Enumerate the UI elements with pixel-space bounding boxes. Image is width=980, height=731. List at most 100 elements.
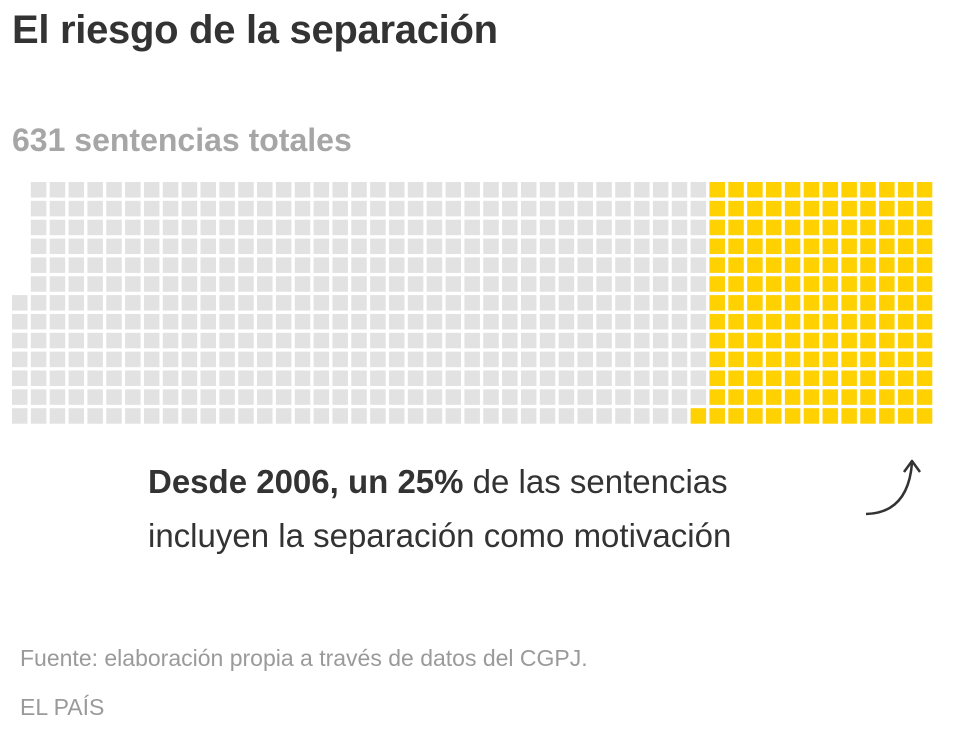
waffle-cell-otras: [332, 276, 348, 292]
waffle-cell-otras: [275, 257, 292, 273]
waffle-cell-separacion: [822, 351, 839, 368]
waffle-cell-otras: [125, 313, 141, 330]
waffle-cell-otras: [143, 295, 160, 311]
waffle-cell-separacion: [879, 295, 895, 311]
waffle-cell-otras: [407, 408, 424, 424]
waffle-cell-otras: [200, 408, 216, 424]
waffle-cell-otras: [634, 276, 650, 292]
waffle-cell-otras: [445, 389, 462, 405]
waffle-cell-otras: [483, 332, 499, 349]
waffle-cell-otras: [275, 182, 292, 198]
waffle-cell-otras: [671, 370, 688, 386]
waffle-cell-otras: [690, 257, 707, 273]
waffle-cell-otras: [370, 219, 386, 236]
waffle-cell-separacion: [897, 200, 914, 217]
waffle-cell-otras: [596, 219, 612, 236]
chart-annotation: Desde 2006, un 25% de las sentencias inc…: [148, 455, 868, 563]
waffle-cell-otras: [162, 257, 179, 273]
waffle-cell-separacion: [860, 200, 876, 217]
waffle-cell-otras: [502, 219, 518, 236]
waffle-cell-otras: [445, 238, 462, 255]
waffle-cell-otras: [181, 332, 198, 349]
waffle-cell-otras: [125, 219, 141, 236]
waffle-cell-otras: [539, 408, 556, 424]
waffle-cell-otras: [313, 238, 330, 255]
waffle-cell-otras: [483, 408, 499, 424]
waffle-cell-separacion: [784, 389, 801, 405]
waffle-cell-otras: [464, 276, 480, 292]
waffle-cell-otras: [238, 238, 254, 255]
waffle-cell-otras: [143, 313, 160, 330]
waffle-cell-separacion: [879, 257, 895, 273]
waffle-cell-separacion: [784, 200, 801, 217]
waffle-cell-otras: [30, 219, 47, 236]
waffle-cell-otras: [313, 276, 330, 292]
waffle-cell-otras: [68, 313, 85, 330]
waffle-cell-otras: [294, 257, 311, 273]
waffle-cell-otras: [143, 182, 160, 198]
waffle-cell-otras: [690, 276, 707, 292]
waffle-cell-otras: [558, 408, 575, 424]
waffle-cell-separacion: [709, 332, 725, 349]
waffle-cell-otras: [238, 182, 254, 198]
waffle-cell-separacion: [822, 276, 839, 292]
waffle-cell-otras: [389, 257, 405, 273]
waffle-cell-otras: [87, 332, 103, 349]
waffle-cell-otras: [539, 200, 556, 217]
waffle-cell-otras: [520, 351, 537, 368]
waffle-cell-otras: [351, 370, 367, 386]
waffle-cell-otras: [162, 370, 179, 386]
waffle-cell-otras: [313, 219, 330, 236]
waffle-cell-otras: [332, 389, 348, 405]
waffle-cell-otras: [12, 408, 28, 424]
waffle-cell-otras: [181, 257, 198, 273]
waffle-cell-otras: [143, 351, 160, 368]
waffle-cell-separacion: [784, 370, 801, 386]
waffle-cell-separacion: [728, 370, 744, 386]
waffle-cell-separacion: [897, 408, 914, 424]
waffle-cell-separacion: [860, 332, 876, 349]
waffle-cell-otras: [558, 238, 575, 255]
waffle-cell-otras: [49, 295, 66, 311]
waffle-cell-otras: [596, 389, 612, 405]
waffle-cell-separacion: [916, 313, 933, 330]
waffle-cell-otras: [445, 313, 462, 330]
waffle-cell-otras: [351, 313, 367, 330]
waffle-cell-otras: [219, 370, 235, 386]
waffle-cell-otras: [294, 200, 311, 217]
waffle-cell-separacion: [747, 370, 763, 386]
waffle-cell-otras: [577, 200, 593, 217]
waffle-cell-otras: [634, 351, 650, 368]
waffle-cell-otras: [257, 389, 273, 405]
waffle-cell-separacion: [766, 200, 782, 217]
waffle-cell-separacion: [897, 238, 914, 255]
waffle-cell-otras: [294, 238, 311, 255]
waffle-cell-otras: [558, 219, 575, 236]
waffle-cell-otras: [426, 200, 443, 217]
waffle-cell-otras: [143, 219, 160, 236]
waffle-cell-otras: [520, 370, 537, 386]
waffle-cell-separacion: [897, 295, 914, 311]
waffle-cell-otras: [68, 370, 85, 386]
waffle-cell-otras: [464, 389, 480, 405]
waffle-cell-otras: [219, 182, 235, 198]
waffle-cell-otras: [106, 389, 122, 405]
waffle-cell-otras: [483, 200, 499, 217]
waffle-cell-otras: [125, 408, 141, 424]
waffle-cell-separacion: [803, 295, 820, 311]
waffle-cell-otras: [30, 351, 47, 368]
waffle-cell-otras: [49, 200, 66, 217]
waffle-cell-otras: [407, 295, 424, 311]
waffle-cell-otras: [181, 295, 198, 311]
waffle-cell-separacion: [879, 332, 895, 349]
waffle-cell-otras: [445, 332, 462, 349]
waffle-cell-separacion: [709, 351, 725, 368]
waffle-cell-separacion: [841, 200, 857, 217]
waffle-cell-separacion: [709, 370, 725, 386]
waffle-cell-otras: [615, 351, 631, 368]
waffle-cell-otras: [294, 332, 311, 349]
waffle-cell-separacion: [747, 200, 763, 217]
waffle-cell-otras: [162, 295, 179, 311]
waffle-cell-otras: [389, 332, 405, 349]
waffle-cell-separacion: [916, 257, 933, 273]
